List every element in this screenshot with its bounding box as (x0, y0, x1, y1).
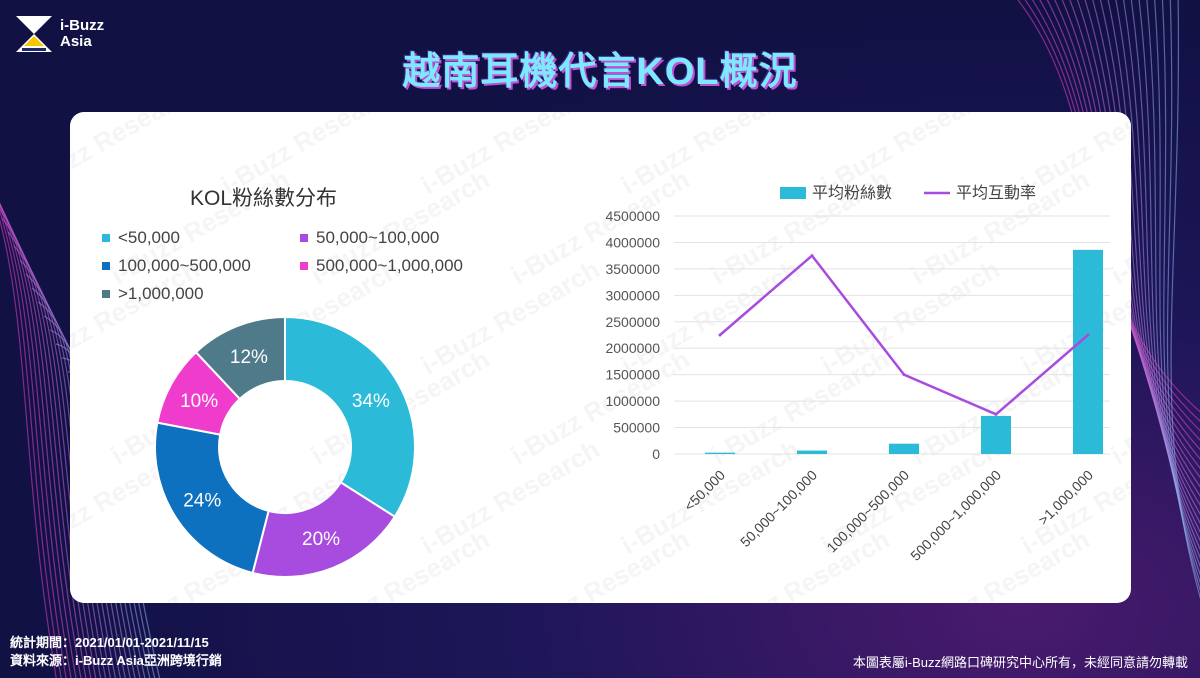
donut-slice (154, 421, 270, 575)
logo-line1: i-Buzz (60, 17, 105, 34)
bar (981, 415, 1011, 454)
y-tick-label: 3500000 (605, 261, 660, 277)
line-point (902, 373, 906, 377)
y-tick-label: 4000000 (605, 234, 660, 250)
footer-info: 統計期間：2021/01/01-2021/11/15 資料來源：i-Buzz A… (10, 634, 222, 670)
legend-item-2: 50,000~100,000 (300, 228, 439, 248)
y-tick-label: 1000000 (605, 393, 660, 409)
line-point (718, 333, 722, 337)
wave-line-left (0, 205, 67, 678)
donut-data-label: 20% (302, 529, 340, 550)
legend-swatch (300, 262, 308, 270)
bar (797, 450, 827, 454)
y-tick-label: 4500000 (605, 208, 660, 224)
legend-swatch (102, 234, 110, 242)
legend-label: 50,000~100,000 (316, 228, 440, 247)
wave-line-left (19, 259, 107, 678)
legend-label: 100,000~500,000 (118, 256, 251, 275)
donut-data-label: 10% (180, 391, 218, 412)
legend-item-4: 500,000~1,000,000 (300, 256, 463, 276)
line-point (810, 254, 814, 258)
legend-label-bar: 平均粉絲數 (812, 184, 892, 202)
y-tick-label: 1500000 (605, 367, 660, 383)
y-tick-label: 2500000 (605, 314, 660, 330)
y-tick-label: 2000000 (605, 340, 660, 356)
wave-line-right (1107, 0, 1200, 524)
legend-swatch (300, 234, 308, 242)
wave-line-left (13, 245, 102, 678)
wave-line-right (1170, 0, 1200, 599)
logo-line2: Asia (60, 33, 92, 50)
line-point (994, 412, 998, 416)
y-tick-label: 500000 (613, 420, 660, 436)
donut-slice (194, 315, 286, 401)
donut-slice (251, 480, 397, 578)
line-series (719, 253, 1089, 416)
donut-chart-title: KOL粉絲數分布 (190, 187, 338, 210)
line-point (1086, 333, 1090, 337)
y-tick-label: 0 (652, 446, 660, 462)
chart-card: i-Buzz Research i-Buzz Research i-Buzz Res… (70, 112, 1131, 603)
legend-item-3: 100,000~500,000 (102, 256, 251, 276)
footer-source: 資料來源：i-Buzz Asia亞洲跨境行銷 (10, 653, 222, 668)
wave-line-left (0, 210, 62, 678)
legend-swatch (102, 262, 110, 270)
ibuzz-logo-icon (16, 16, 52, 52)
bar (705, 452, 735, 454)
legend-label: 500,000~1,000,000 (316, 256, 464, 275)
donut-chart: 34% 20% 24% 10% 12% (154, 315, 416, 578)
x-tick-label: 100,000~500,000 (823, 467, 912, 556)
footer-period: 統計期間：2021/01/01-2021/11/15 (10, 635, 209, 650)
x-tick-label: >1,000,000 (1035, 467, 1096, 528)
x-tick-label: 500,000~1,000,000 (907, 467, 1004, 564)
combo-chart: 平均粉絲數 平均互動率 0 500000 1000000 1500000 2000000 25… (605, 184, 1110, 564)
bar (1073, 249, 1103, 454)
wave-line-left (0, 218, 57, 678)
watermark-text: i-Buzz Research (70, 112, 205, 201)
wave-line-right (1146, 0, 1200, 568)
donut-data-label: 12% (230, 347, 268, 368)
legend-label: <50,000 (118, 228, 180, 247)
x-tick-label: 50,000~100,000 (737, 467, 820, 550)
page-title: 越南耳機代言KOL概況 (402, 51, 798, 93)
y-tick-label: 3000000 (605, 287, 660, 303)
donut-data-label: 34% (352, 391, 390, 412)
bar (889, 443, 919, 454)
x-tick-label: <50,000 (681, 467, 729, 515)
footer-copyright: 本圖表屬i-Buzz網路口碑研究中心所有，未經同意請勿轉載 (852, 655, 1188, 670)
donut-data-label: 24% (183, 491, 221, 512)
legend-label-line: 平均互動率 (956, 184, 1036, 202)
legend-swatch (102, 290, 110, 298)
legend-swatch-bar (780, 187, 806, 199)
legend-label: >1,000,000 (118, 284, 204, 303)
donut-slice (284, 315, 416, 519)
legend-item-5: >1,000,000 (102, 284, 204, 304)
logo: i-Buzz Asia (14, 14, 104, 54)
legend-item-1: <50,000 (102, 228, 180, 248)
